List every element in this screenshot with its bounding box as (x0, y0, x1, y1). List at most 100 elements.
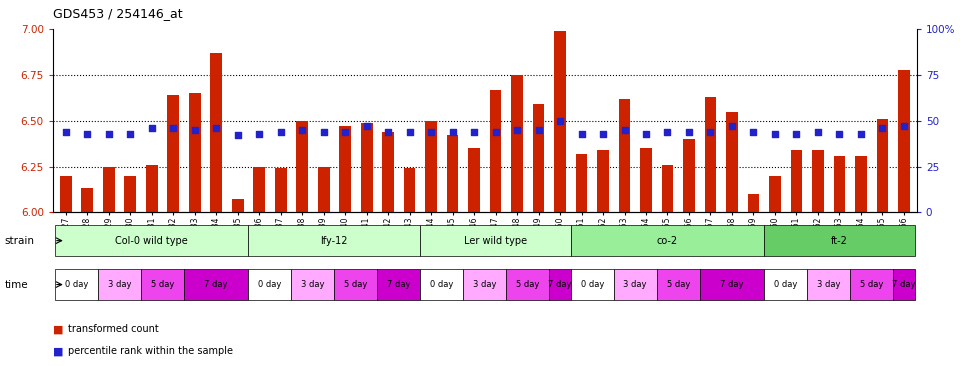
Bar (103, 167, 114, 212)
Point (853, 131, 869, 137)
Text: ■: ■ (53, 324, 63, 335)
Bar (812, 150, 824, 212)
Text: 7 day: 7 day (720, 280, 744, 289)
Bar (275, 168, 286, 212)
Bar (339, 126, 351, 212)
Bar (318, 167, 329, 212)
Point (724, 123, 739, 129)
Bar (184, 269, 249, 300)
Point (337, 129, 352, 135)
Point (638, 131, 654, 137)
Text: strain: strain (5, 236, 35, 246)
Point (402, 129, 418, 135)
Point (123, 131, 138, 137)
Bar (382, 132, 394, 212)
Bar (807, 269, 851, 300)
Bar (705, 97, 716, 212)
Text: Col-0 wild type: Col-0 wild type (115, 236, 188, 246)
Point (423, 129, 439, 135)
Bar (210, 53, 222, 212)
Point (510, 127, 525, 133)
Bar (576, 154, 588, 212)
Point (746, 129, 761, 135)
Point (80, 131, 95, 137)
Point (660, 129, 675, 135)
Bar (446, 135, 459, 212)
Point (380, 129, 396, 135)
Text: co-2: co-2 (657, 236, 678, 246)
Bar (851, 269, 893, 300)
Text: 5 day: 5 day (516, 280, 540, 289)
Point (574, 131, 589, 137)
Bar (55, 269, 98, 300)
Bar (769, 176, 780, 212)
Text: 5 day: 5 day (344, 280, 368, 289)
Bar (167, 95, 180, 212)
Point (165, 125, 180, 131)
Point (531, 127, 546, 133)
Text: 0 day: 0 day (258, 280, 281, 289)
Point (789, 131, 804, 137)
Bar (420, 225, 571, 256)
Point (295, 127, 310, 133)
Text: 0 day: 0 day (581, 280, 604, 289)
Point (230, 132, 246, 138)
Text: lfy-12: lfy-12 (321, 236, 348, 246)
Bar (334, 269, 377, 300)
Point (273, 129, 288, 135)
Bar (748, 194, 759, 212)
Text: ■: ■ (53, 346, 63, 356)
Point (767, 131, 782, 137)
Bar (468, 148, 480, 212)
Bar (361, 123, 372, 212)
Bar (231, 199, 244, 212)
Bar (141, 269, 184, 300)
Point (144, 125, 159, 131)
Bar (554, 31, 566, 212)
Bar (464, 269, 506, 300)
Bar (790, 150, 803, 212)
Text: 5 day: 5 day (860, 280, 883, 289)
Point (488, 129, 503, 135)
Bar (571, 269, 613, 300)
Text: 7 day: 7 day (548, 280, 572, 289)
Bar (420, 269, 464, 300)
Bar (55, 225, 249, 256)
Point (101, 131, 116, 137)
Bar (297, 121, 308, 212)
Bar (684, 139, 695, 212)
Bar (661, 165, 673, 212)
Text: 3 day: 3 day (301, 280, 324, 289)
Bar (618, 99, 631, 212)
Bar (898, 70, 910, 212)
Text: 3 day: 3 day (623, 280, 647, 289)
Bar (189, 93, 201, 212)
Bar (82, 188, 93, 212)
Text: 0 day: 0 day (774, 280, 798, 289)
Text: ft-2: ft-2 (831, 236, 848, 246)
Bar (571, 225, 764, 256)
Bar (640, 148, 652, 212)
Point (875, 125, 890, 131)
Point (595, 131, 611, 137)
Text: time: time (5, 280, 29, 290)
Bar (700, 269, 764, 300)
Text: Ler wild type: Ler wild type (464, 236, 527, 246)
Bar (511, 75, 523, 212)
Bar (146, 165, 157, 212)
Point (187, 127, 203, 133)
Bar (613, 269, 657, 300)
Bar (893, 269, 915, 300)
Point (359, 123, 374, 129)
Bar (726, 112, 738, 212)
Bar (377, 269, 420, 300)
Bar (60, 176, 72, 212)
Bar (657, 269, 700, 300)
Bar (876, 119, 888, 212)
Bar (403, 168, 416, 212)
Bar (253, 167, 265, 212)
Point (552, 118, 567, 124)
Bar (549, 269, 571, 300)
Text: 7 day: 7 day (204, 280, 228, 289)
Bar (490, 90, 501, 212)
